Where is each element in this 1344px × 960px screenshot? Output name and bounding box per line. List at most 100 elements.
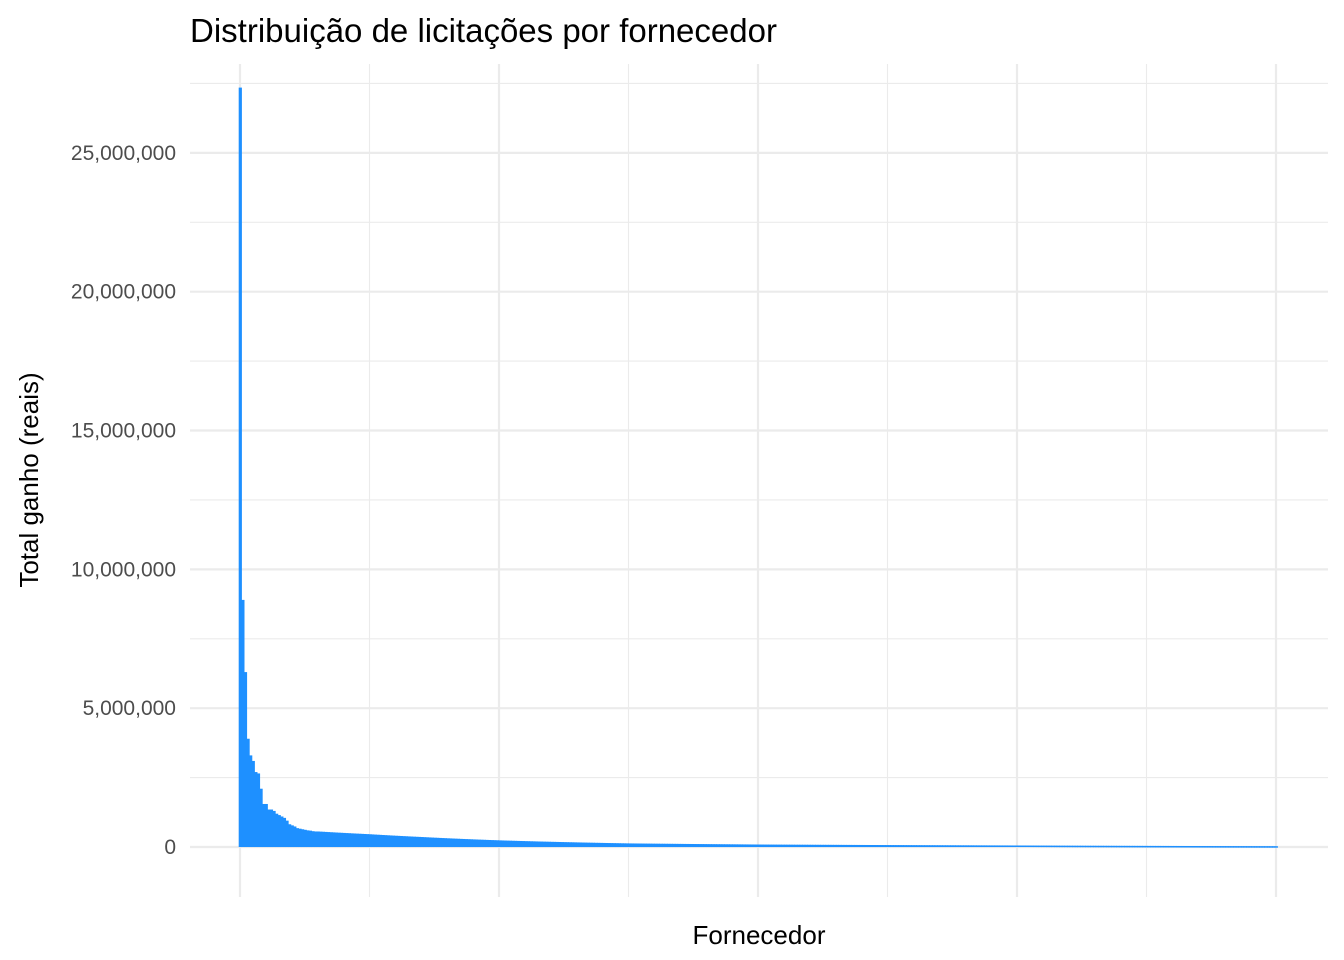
bar [916, 845, 920, 848]
bar [571, 842, 575, 848]
bar [490, 840, 494, 848]
bar [1105, 845, 1110, 848]
bar [711, 844, 715, 848]
bar [1002, 845, 1006, 848]
bar [999, 845, 1003, 848]
bar [809, 844, 814, 848]
bar [1251, 846, 1255, 848]
bar [1015, 845, 1019, 848]
bar [1020, 845, 1024, 848]
bar [454, 838, 458, 848]
bar [1259, 846, 1263, 848]
bar [1144, 845, 1149, 848]
bar [841, 844, 845, 848]
bar [669, 843, 673, 848]
chart-title: Distribuição de licitações por fornecedo… [190, 12, 777, 49]
bar [1116, 845, 1120, 848]
bar [493, 840, 497, 848]
bar [573, 842, 577, 848]
bar [991, 845, 995, 848]
bar [1069, 845, 1073, 848]
bar [812, 844, 816, 848]
bar [578, 842, 583, 848]
bar [415, 836, 419, 848]
bar [898, 845, 902, 848]
bar [638, 843, 642, 848]
bar [332, 832, 336, 848]
bar [734, 844, 738, 848]
bar [703, 844, 707, 848]
bar [602, 842, 606, 848]
bar [1233, 846, 1237, 848]
bar [275, 813, 279, 848]
bar [882, 845, 886, 848]
bar [885, 845, 889, 848]
bar [319, 831, 323, 848]
bar [451, 838, 455, 848]
bar [1095, 845, 1099, 848]
bar [485, 839, 489, 848]
bar [1264, 846, 1268, 848]
bar [1131, 845, 1136, 848]
bar [996, 845, 1001, 848]
bar [1191, 846, 1195, 848]
bar [755, 844, 759, 848]
bar [321, 831, 325, 848]
bar [908, 845, 912, 848]
bar [1243, 846, 1247, 848]
bar [729, 844, 733, 848]
bar [563, 842, 567, 848]
bar [1043, 845, 1047, 848]
bar [719, 844, 723, 848]
bar [1004, 845, 1008, 848]
bar [973, 845, 977, 848]
bar [238, 87, 242, 848]
bar [931, 845, 936, 848]
bar [918, 845, 923, 848]
bar [555, 841, 559, 848]
bar [342, 832, 346, 848]
bar [565, 842, 570, 848]
bar [778, 844, 782, 848]
bar [994, 845, 998, 848]
bar [700, 844, 705, 848]
bar [815, 844, 819, 848]
bar [355, 833, 359, 848]
bar [926, 845, 930, 848]
bar [952, 845, 956, 848]
bar [1173, 845, 1177, 848]
bar [456, 838, 461, 848]
bar [1214, 846, 1219, 848]
bar [243, 672, 248, 848]
bar [430, 837, 435, 848]
bar [620, 843, 624, 848]
bar [794, 844, 798, 848]
bar [833, 844, 837, 848]
bar [241, 599, 245, 848]
bar [625, 843, 629, 848]
bar [1181, 845, 1185, 848]
bar [417, 836, 422, 848]
bar [1113, 845, 1117, 848]
bar [337, 832, 341, 848]
bar [1199, 846, 1203, 848]
bar [944, 845, 949, 848]
bar [1082, 845, 1086, 848]
bar [365, 834, 370, 848]
bar [472, 839, 476, 848]
bar [828, 844, 832, 848]
bar [921, 845, 925, 848]
bar [1274, 846, 1278, 848]
bar [1103, 845, 1107, 848]
bar [326, 832, 331, 848]
bar [651, 843, 655, 848]
bar [586, 842, 590, 848]
bar [970, 845, 975, 848]
bar [726, 844, 731, 848]
bar [706, 844, 710, 848]
bar [477, 839, 481, 848]
y-tick-label: 5,000,000 [83, 697, 176, 720]
bar [576, 842, 580, 848]
bar [537, 841, 541, 848]
bar [796, 844, 801, 848]
